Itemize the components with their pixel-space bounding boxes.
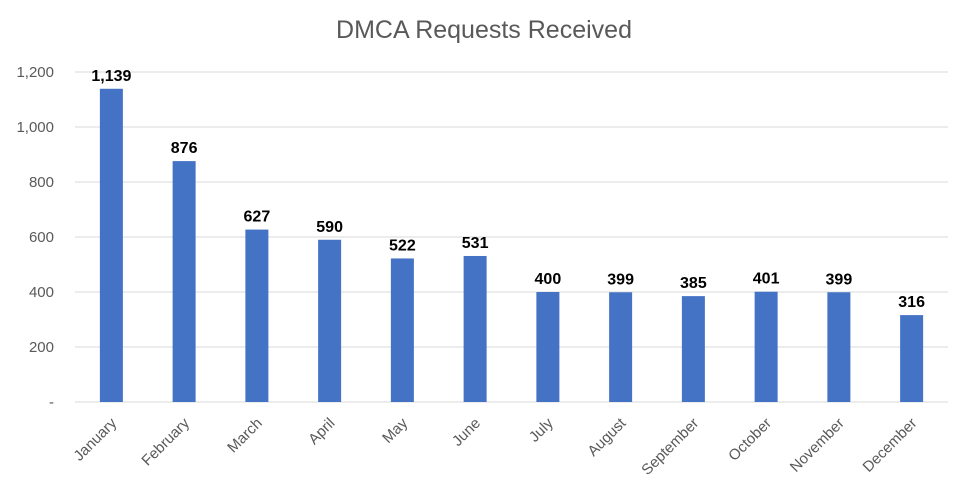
data-label: 876	[171, 140, 198, 157]
bar	[827, 292, 851, 402]
bars	[99, 88, 924, 403]
x-tick-label: January	[70, 414, 120, 464]
bar	[463, 255, 487, 402]
data-label: 590	[316, 219, 343, 236]
y-axis-ticks: - 200 400 600 800 1,000 1,200	[16, 64, 54, 411]
data-label: 627	[244, 209, 271, 226]
bar	[681, 296, 705, 402]
bar	[900, 315, 924, 402]
x-tick-label: June	[449, 415, 484, 450]
data-label: 399	[607, 271, 634, 288]
data-label: 522	[389, 237, 416, 254]
data-label: 531	[462, 235, 489, 252]
x-tick-label: October	[725, 415, 775, 465]
bar	[609, 292, 633, 402]
bar	[245, 229, 269, 402]
data-label: 316	[898, 294, 925, 311]
y-tick-label: -	[49, 394, 54, 411]
x-tick-label: April	[305, 415, 338, 448]
data-label: 1,139	[91, 68, 131, 85]
bar	[99, 88, 123, 403]
y-tick-label: 600	[29, 229, 54, 246]
x-tick-label: November	[787, 415, 848, 476]
bar	[536, 292, 560, 402]
data-label: 400	[535, 271, 562, 288]
bar	[390, 258, 414, 402]
bar	[318, 239, 342, 402]
x-tick-label: July	[526, 414, 557, 445]
data-label: 385	[680, 275, 707, 292]
bar	[754, 291, 778, 402]
data-labels: 1,139 876 627 590 522 531 400 399 385 401 399 316	[91, 68, 925, 311]
x-tick-label: May	[379, 414, 411, 446]
x-tick-label: September	[638, 415, 702, 479]
y-tick-label: 400	[29, 284, 54, 301]
x-tick-label: August	[584, 414, 630, 460]
bar	[172, 161, 196, 402]
data-label: 401	[753, 271, 780, 288]
x-tick-label: March	[224, 415, 265, 456]
x-tick-label: February	[138, 414, 193, 469]
y-tick-label: 800	[29, 174, 54, 191]
gridlines	[75, 71, 948, 403]
y-tick-label: 200	[29, 339, 54, 356]
y-tick-label: 1,200	[16, 64, 54, 81]
data-label: 399	[826, 271, 853, 288]
x-axis-ticks: January February March April May June July Augu…	[70, 414, 920, 478]
chart-title: DMCA Requests Received	[336, 16, 632, 44]
y-tick-label: 1,000	[16, 119, 54, 136]
x-tick-label: December	[859, 415, 920, 476]
